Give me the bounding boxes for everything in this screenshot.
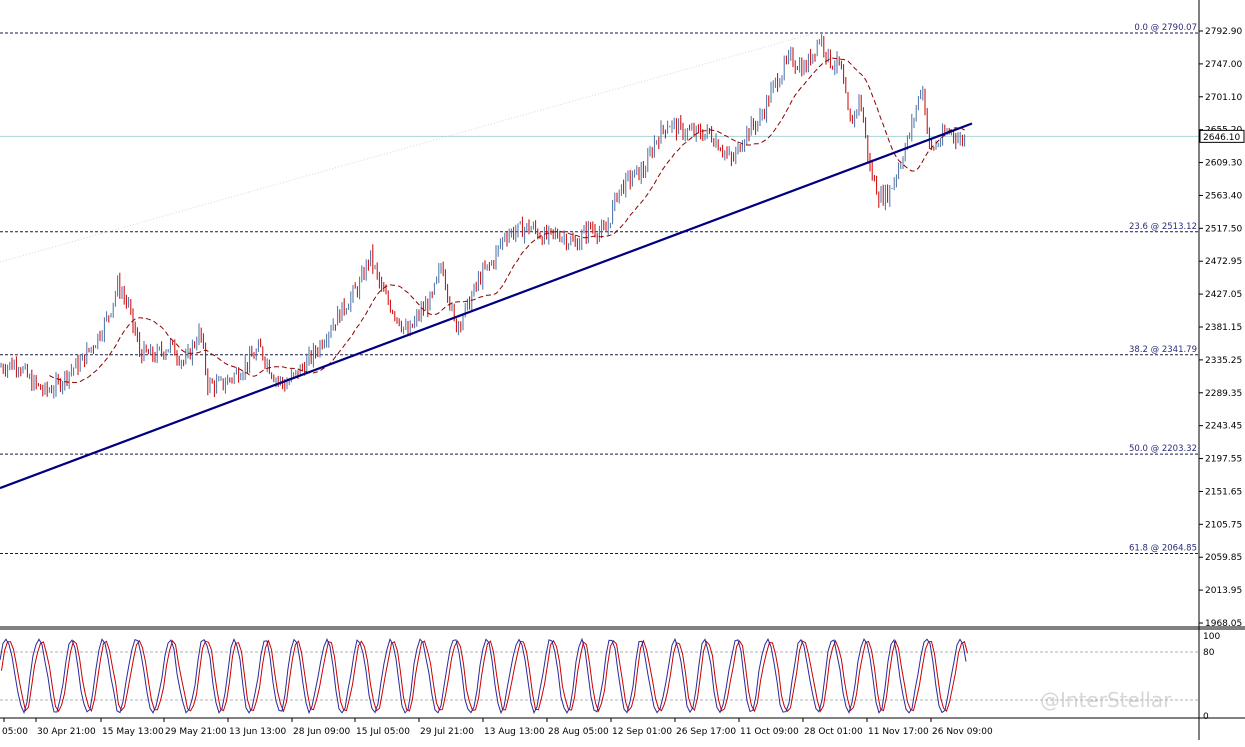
price-tick-label: 2609.30 [1205, 159, 1242, 169]
moving-average-line [49, 57, 965, 384]
price-tick-label: 2013.95 [1205, 586, 1242, 596]
time-tick-label: 15 Jul 05:00 [356, 727, 410, 737]
price-tick-label: 2472.95 [1205, 257, 1242, 267]
time-tick-label: 28 Oct 01:00 [804, 727, 863, 737]
trendlines[interactable] [0, 31, 973, 490]
time-tick-label: 11 Nov 17:00 [868, 727, 929, 737]
fib-level-label: 50.0 @ 2203.32 [1129, 444, 1197, 454]
time-tick-label: 29 May 21:00 [165, 727, 227, 737]
fib-levels: 0.0 @ 2790.07 23.6 @ 2513.12 38.2 @ 2341.7… [0, 23, 1199, 555]
price-tick-label: 2381.15 [1205, 323, 1242, 333]
price-tick-label: 2747.00 [1205, 60, 1242, 70]
time-tick-label: 28 Jun 09:00 [293, 727, 350, 737]
candles [0, 34, 966, 399]
price-tick-label: 2289.35 [1205, 389, 1242, 399]
fib-level-label: 0.0 @ 2790.07 [1134, 23, 1197, 33]
fib-level-label: 61.8 @ 2064.85 [1129, 544, 1197, 554]
time-tick-label: 15 May 13:00 [102, 727, 164, 737]
time-tick-label: 30 Apr 21:00 [37, 727, 96, 737]
price-tick-label: 2335.25 [1205, 356, 1242, 366]
fib-diagonal-line [0, 31, 821, 263]
price-tick-label: 2243.45 [1205, 422, 1242, 432]
fib-level-label: 23.6 @ 2513.12 [1129, 222, 1197, 232]
time-tick-label: 26 Nov 09:00 [932, 727, 993, 737]
price-tick-label: 2701.10 [1205, 93, 1242, 103]
time-tick-label: 29 Jul 21:00 [420, 727, 474, 737]
current-price-tag [1199, 129, 1245, 143]
price-tick-label: 2517.50 [1205, 224, 1242, 234]
oscillator-signal-line [1, 639, 968, 713]
support-trendline [0, 122, 973, 490]
time-tick-label: 11 Oct 09:00 [740, 727, 799, 737]
oscillator-main-line [0, 637, 967, 715]
time-axis[interactable]: 05:00 30 Apr 21:00 15 May 13:00 29 May 21:0… [2, 718, 993, 737]
oscillator-tick-label: 0 [1203, 712, 1209, 722]
oscillator-tick-label: 80 [1203, 648, 1215, 658]
price-tick-label: 2105.75 [1205, 520, 1242, 530]
price-tick-label: 1968.05 [1205, 619, 1242, 629]
moving-average [49, 57, 965, 384]
time-tick-label: 13 Aug 13:00 [484, 727, 545, 737]
price-tick-label: 2563.40 [1205, 191, 1242, 201]
time-tick-label: 28 Aug 05:00 [548, 727, 609, 737]
oscillator-tick-label: 100 [1203, 632, 1220, 642]
price-tick-label: 2059.85 [1205, 553, 1242, 563]
price-tick-label: 2197.55 [1205, 455, 1242, 465]
price-tick-label: 2427.05 [1205, 290, 1242, 300]
time-tick-label: 05:00 [2, 727, 28, 737]
time-tick-label: 12 Sep 01:00 [612, 727, 672, 737]
price-tick-label: 2151.65 [1205, 487, 1242, 497]
time-tick-label: 13 Jun 13:00 [229, 727, 286, 737]
oscillator-panel[interactable]: 100 80 0 [0, 632, 1220, 722]
fib-level-label: 38.2 @ 2341.79 [1129, 345, 1197, 355]
price-tick-label: 2792.90 [1205, 27, 1242, 37]
current-price-label: 2646.10 [1203, 133, 1240, 143]
time-tick-label: 26 Sep 17:00 [676, 727, 736, 737]
